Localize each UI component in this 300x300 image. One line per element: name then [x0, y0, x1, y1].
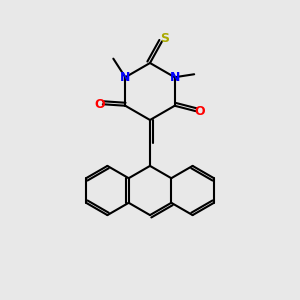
Text: N: N [169, 71, 180, 84]
Text: O: O [94, 98, 104, 111]
Text: O: O [194, 105, 205, 118]
Text: N: N [120, 71, 130, 84]
Text: S: S [160, 32, 169, 45]
